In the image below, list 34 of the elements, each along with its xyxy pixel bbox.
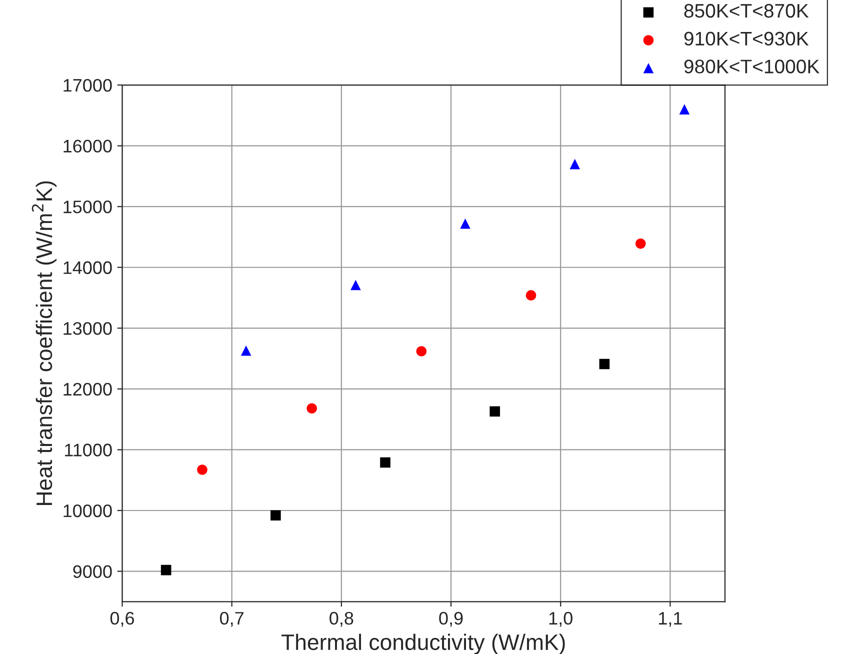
point (350, 280, 361, 290)
point (380, 457, 390, 468)
point (460, 218, 470, 229)
y-tick-label: 9000 (73, 565, 112, 578)
y-tick-label: 13000 (64, 322, 112, 335)
point (570, 158, 580, 170)
legend-label: 980K<T<1000K (684, 60, 820, 74)
x-tick-label: 1,0 (549, 612, 572, 627)
y-tick-label: 14000 (64, 261, 112, 274)
y-axis-title: Heat transfer coefficient (W/m$^{2}$K) (32, 181, 57, 505)
y-tick-label: 12000 (64, 382, 112, 396)
point (160, 564, 172, 576)
y-tick-label: 11000 (65, 444, 112, 456)
legend-label: 910K<T<930K (684, 32, 809, 46)
y-tick-label: 17000 (64, 78, 112, 92)
point (490, 406, 500, 417)
y-tick-label: 16000 (64, 140, 112, 153)
point (270, 510, 281, 521)
point (526, 290, 536, 300)
y-tick-label: 15000 (64, 200, 112, 214)
point (197, 464, 208, 475)
x-tick-label: 0,9 (439, 612, 463, 627)
legend-label: 850K<T<870K (684, 4, 809, 18)
point (635, 238, 646, 249)
point (679, 104, 690, 114)
x-tick-label: 0,8 (330, 612, 354, 627)
x-tick-label: 0,6 (110, 612, 134, 627)
x-tick-label: 0,7 (220, 612, 244, 627)
point (240, 345, 252, 356)
x-tick-label: 1,1 (659, 612, 682, 627)
point (416, 346, 427, 356)
y-tick-label: 10000 (64, 504, 112, 518)
point (599, 358, 610, 370)
point (306, 403, 317, 414)
